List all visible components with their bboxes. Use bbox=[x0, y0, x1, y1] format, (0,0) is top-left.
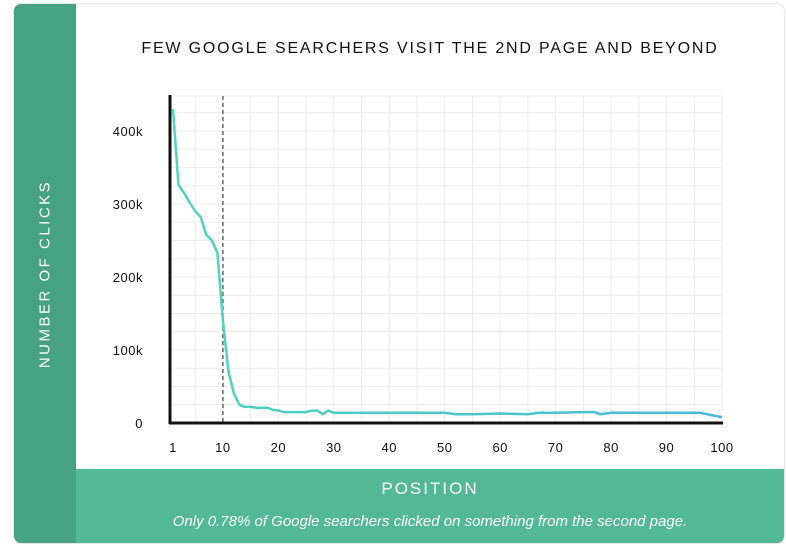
x-axis-title: POSITION bbox=[381, 479, 479, 498]
y-tick-label: 0 bbox=[135, 416, 143, 431]
gridlines bbox=[170, 95, 723, 423]
chart-title: FEW GOOGLE SEARCHERS VISIT THE 2ND PAGE … bbox=[141, 40, 719, 57]
y-tick-label: 400k bbox=[113, 124, 143, 139]
chart-caption: Only 0.78% of Google searchers clicked o… bbox=[172, 513, 688, 530]
x-tick-label: 20 bbox=[271, 440, 286, 455]
clicks-line bbox=[171, 109, 723, 419]
chart-card: NUMBER OF CLICKS FEW GOOGLE SEARCHERS VI… bbox=[13, 3, 785, 544]
y-tick-label: 300k bbox=[113, 197, 143, 212]
x-tick-label: 1 bbox=[169, 440, 177, 455]
x-tick-label: 60 bbox=[492, 440, 507, 455]
x-tick-label: 40 bbox=[382, 440, 397, 455]
x-tick-label: 80 bbox=[603, 440, 618, 455]
y-axis-band: NUMBER OF CLICKS bbox=[14, 4, 76, 543]
x-tick-label: 90 bbox=[659, 440, 674, 455]
x-tick-label: 70 bbox=[548, 440, 563, 455]
x-tick-label: 100 bbox=[710, 440, 733, 455]
x-tick-label: 50 bbox=[437, 440, 452, 455]
x-tick-label: 30 bbox=[326, 440, 341, 455]
x-axis-band: POSITION Only 0.78% of Google searchers … bbox=[76, 469, 784, 543]
y-tick-label: 100k bbox=[113, 343, 143, 358]
y-tick-labels: 0 100k 200k 300k 400k bbox=[113, 124, 143, 431]
y-tick-label: 200k bbox=[113, 270, 143, 285]
x-tick-labels: 1 10 20 30 40 50 60 70 80 90 100 bbox=[169, 440, 733, 455]
x-tick-label: 10 bbox=[215, 440, 230, 455]
